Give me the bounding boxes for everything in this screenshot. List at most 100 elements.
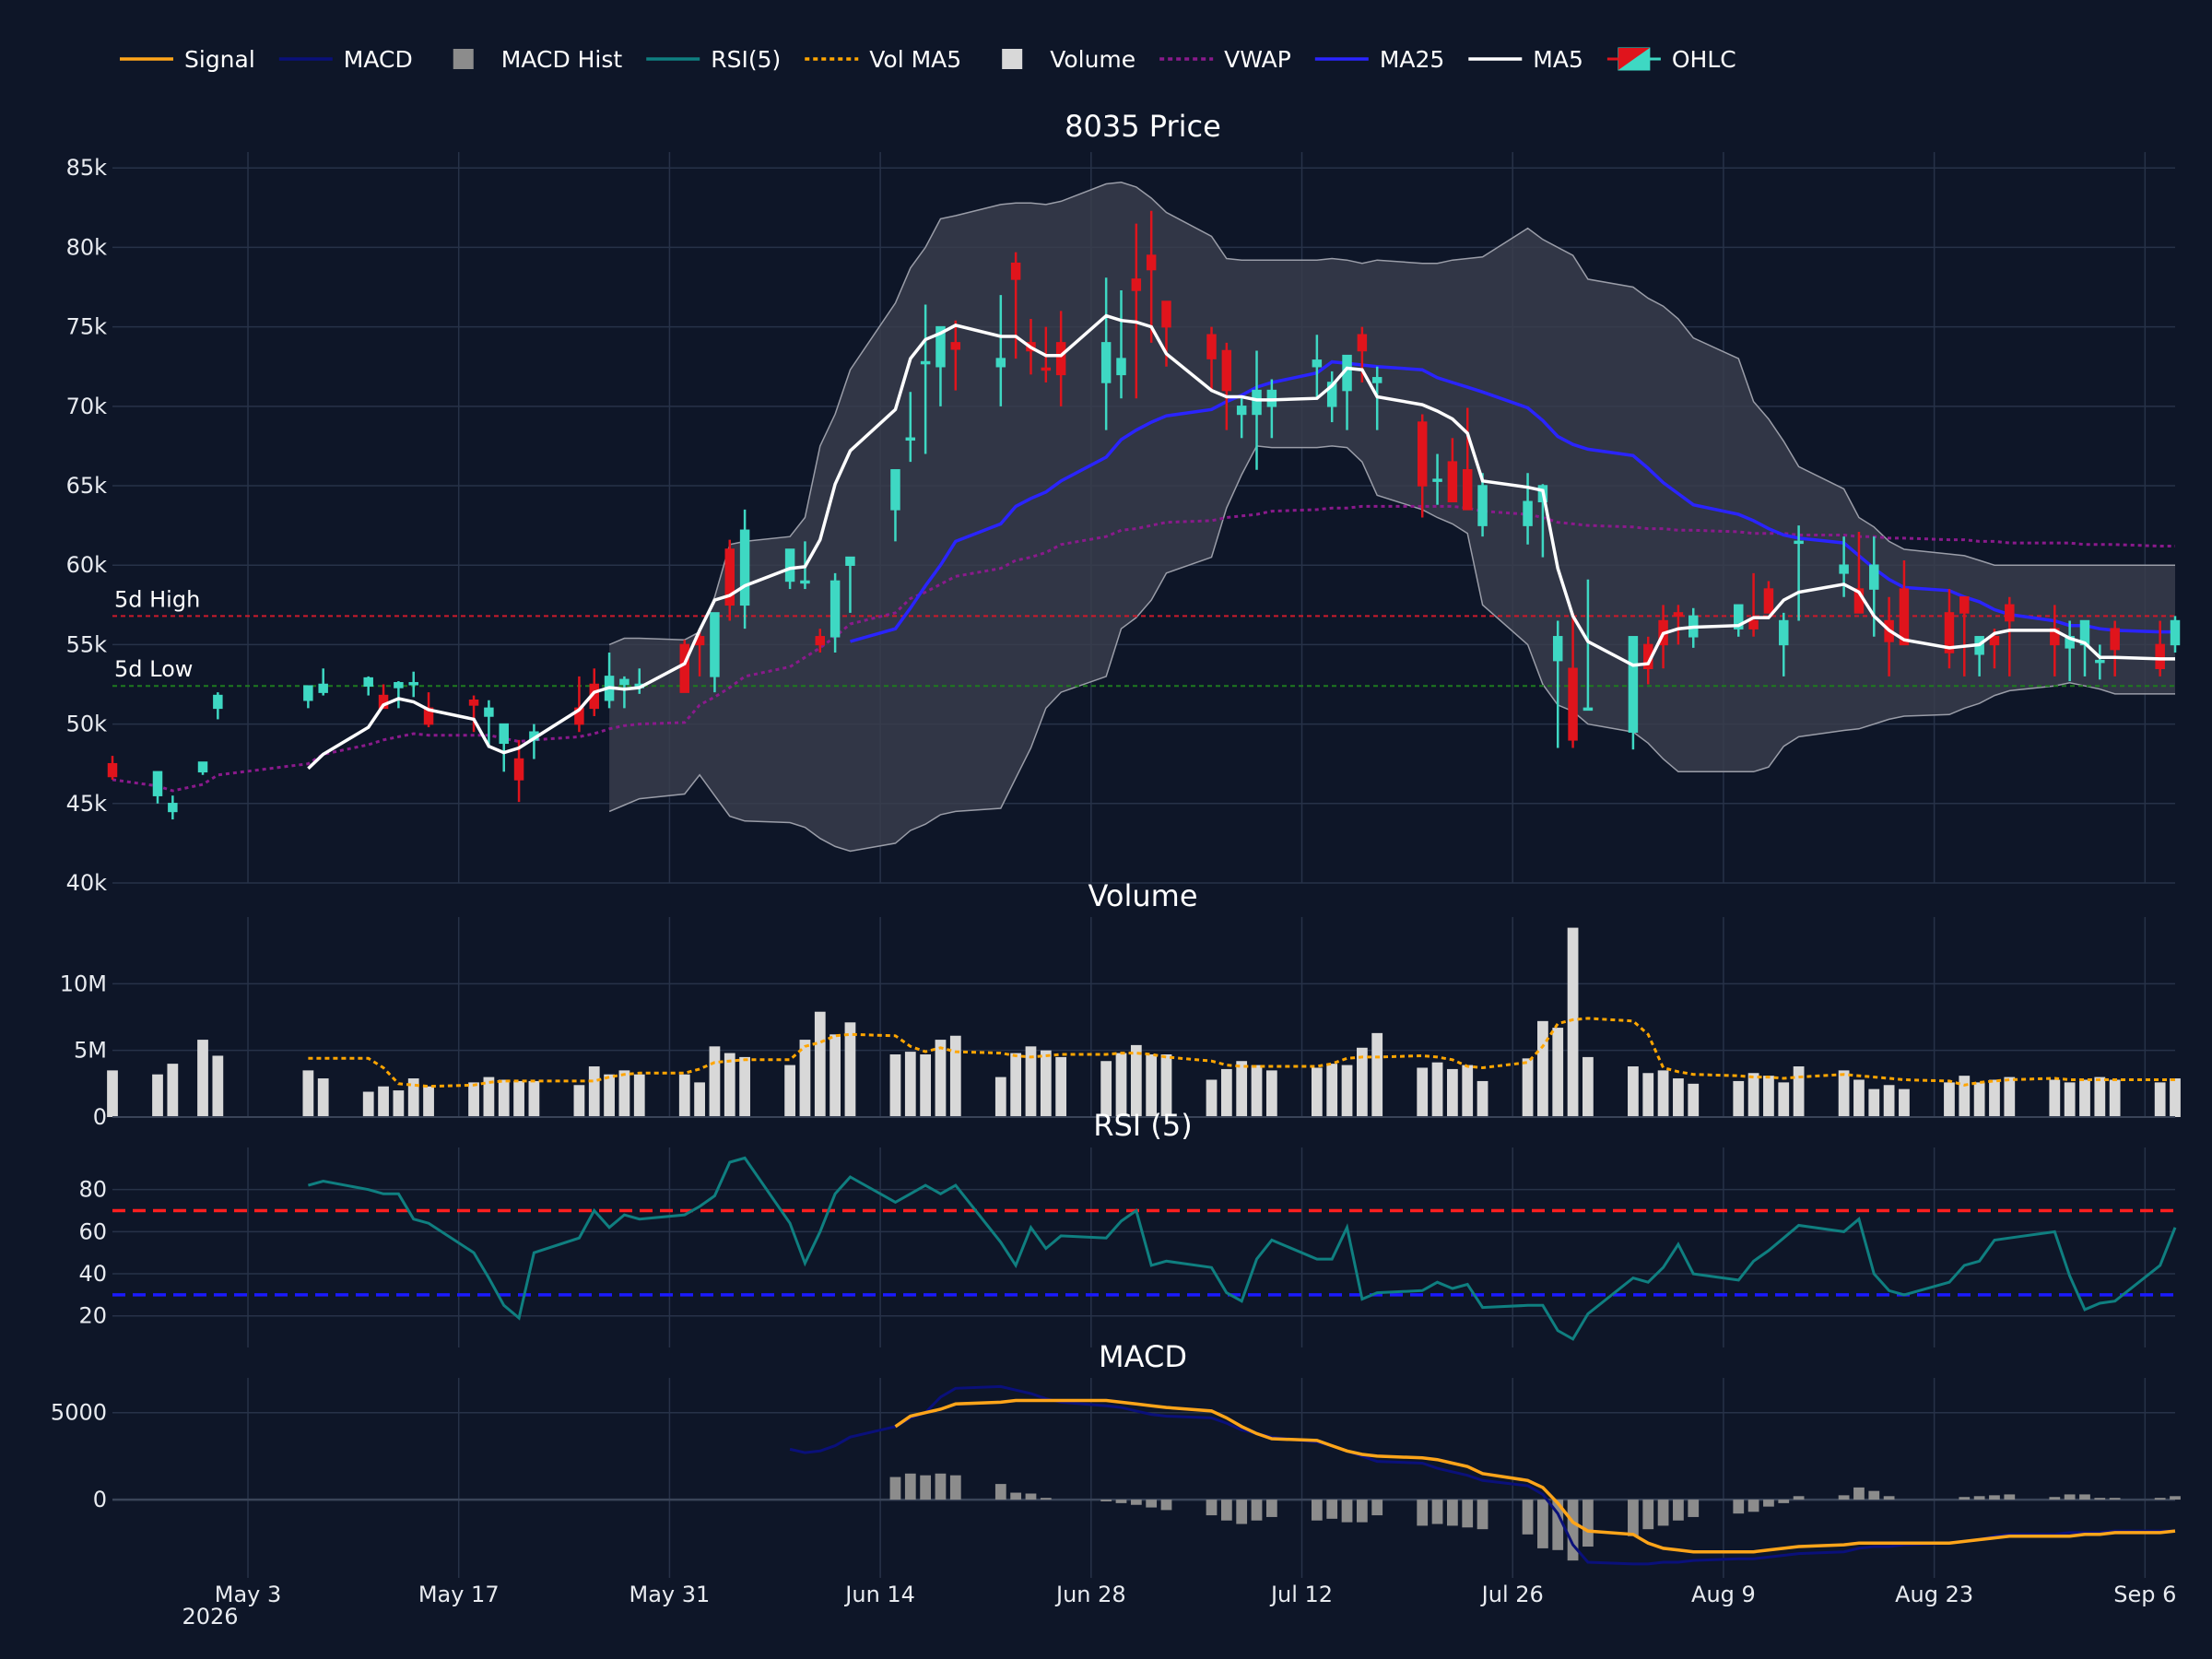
macd-hist-bar: [1793, 1496, 1805, 1500]
candle: [1552, 620, 1563, 748]
volume-bar: [844, 1022, 856, 1117]
candle-body: [1734, 604, 1744, 629]
legend-item-vol-ma5: Vol MA5: [805, 46, 961, 73]
candle: [920, 304, 931, 454]
candle: [1236, 398, 1247, 439]
legend-swatch-down: [1618, 48, 1650, 70]
candle: [995, 295, 1006, 406]
volume-bar: [1733, 1080, 1745, 1117]
volume-bar: [1899, 1088, 1910, 1117]
macd-hist-bar: [994, 1484, 1006, 1500]
candle-body: [1146, 254, 1157, 271]
volume-bar: [1146, 1054, 1158, 1117]
macd-hist-bar: [1462, 1500, 1474, 1528]
candle: [1944, 589, 1955, 669]
volume-bar: [573, 1085, 585, 1117]
volume-bar: [739, 1056, 750, 1117]
candle-body: [724, 548, 735, 606]
macd-hist-bar: [1265, 1500, 1277, 1517]
x-axis: 2026 May 3 May 17 May 31 Jun 14 Jun 28 Jul 12…: [182, 1582, 2176, 1630]
price-y-tick-label: 55k: [66, 631, 108, 657]
candle-body: [2170, 619, 2181, 646]
macd-hist-bar: [1146, 1500, 1158, 1508]
candle-body: [830, 580, 841, 638]
volume-bar: [152, 1074, 163, 1117]
candle: [168, 795, 178, 820]
candle-body: [513, 758, 524, 781]
volume-bar: [814, 1011, 826, 1117]
macd-hist-bar: [1747, 1500, 1759, 1512]
candle-body: [152, 771, 163, 796]
candle: [905, 392, 916, 463]
legend-label: RSI(5): [711, 46, 781, 73]
candle-body: [168, 803, 178, 813]
legend: Signal MACD MACD Hist RSI(5) Vol MA5 Volume VW…: [120, 46, 1736, 73]
volume-bar: [1371, 1032, 1383, 1117]
macd-hist-bar: [1973, 1496, 1985, 1500]
legend-label: Volume: [1050, 46, 1135, 73]
candle-body: [845, 556, 855, 566]
candle-body: [1462, 469, 1473, 511]
candle-body: [619, 678, 629, 686]
candle: [394, 681, 404, 709]
macd-panel-title: MACD: [1099, 1339, 1187, 1374]
volume-bar: [2154, 1082, 2166, 1117]
candle: [1161, 300, 1171, 367]
candle: [1432, 453, 1442, 505]
volume-bar: [2170, 1078, 2181, 1117]
volume-bar: [1642, 1073, 1654, 1117]
candle-body: [1794, 540, 1804, 545]
rsi-y-tick-label: 20: [78, 1303, 107, 1329]
candle-body: [1477, 485, 1488, 526]
price-y-tick-label: 40k: [66, 870, 108, 896]
volume-bar: [920, 1054, 932, 1117]
macd-hist-bar: [1220, 1500, 1232, 1521]
volume-bar: [107, 1070, 118, 1117]
volume-bar: [1747, 1073, 1759, 1117]
volume-bar: [1115, 1053, 1127, 1117]
ma25-line: [850, 359, 2175, 643]
candle: [710, 612, 720, 693]
macd-hist-bar: [1311, 1500, 1323, 1521]
candle-body: [995, 358, 1006, 368]
volume-bar: [1462, 1065, 1474, 1117]
candle-body: [1131, 278, 1142, 291]
candle: [1628, 636, 1639, 750]
legend-swatch: [1002, 49, 1023, 69]
legend-item-ma5: MA5: [1468, 46, 1583, 73]
candle: [784, 548, 795, 590]
macd-hist-bars: [889, 1473, 2181, 1561]
candle-body: [499, 723, 509, 745]
macd-hist-bar: [889, 1477, 901, 1500]
macd-hist-bar: [2049, 1497, 2061, 1500]
volume-bar: [2064, 1082, 2076, 1117]
candle-body: [1417, 421, 1428, 487]
macd-hist-bar: [1642, 1500, 1654, 1530]
volume-bar: [1973, 1082, 1985, 1117]
candle: [303, 685, 313, 709]
macd-y-tick-label: 5000: [51, 1400, 107, 1426]
x-tick-label: May 31: [629, 1582, 711, 1607]
candle: [1869, 536, 1879, 637]
volume-bar: [1326, 1064, 1338, 1117]
candle: [2170, 616, 2181, 653]
candle-body: [920, 360, 931, 365]
legend-label: MA5: [1533, 46, 1583, 73]
candle: [1462, 407, 1473, 511]
volume-bar: [1010, 1053, 1022, 1117]
candle: [2155, 620, 2165, 677]
macd-hist-bar: [1853, 1487, 1865, 1500]
volume-bar: [1673, 1078, 1684, 1117]
candle-body: [1763, 588, 1774, 614]
volume-bar: [468, 1082, 479, 1117]
candle-body: [303, 685, 313, 701]
x-tick-label: May 3: [215, 1582, 282, 1607]
macd-hist-bar: [1236, 1500, 1248, 1524]
candle: [468, 695, 479, 733]
candle-body: [2095, 659, 2105, 664]
price-y-tick-label: 70k: [66, 394, 108, 419]
macd-hist-bar: [1341, 1500, 1353, 1523]
volume-bar: [1100, 1061, 1112, 1117]
candle-body: [935, 325, 946, 368]
legend-item-vwap: VWAP: [1159, 46, 1291, 73]
